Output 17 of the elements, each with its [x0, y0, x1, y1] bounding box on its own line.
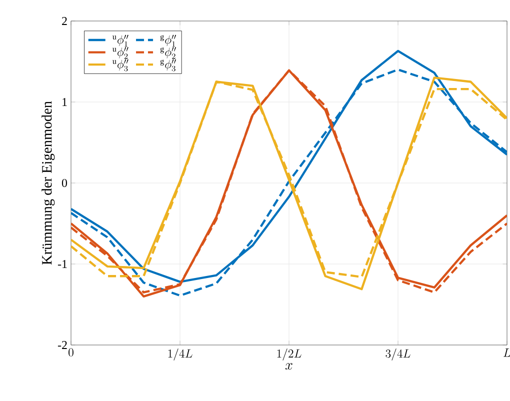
legend-label: ${}^{\mathrm{g}}\phi_1''$ [160, 34, 176, 47]
legend-label: ${}^{\mathrm{g}}\phi_3''$ [160, 59, 176, 72]
x-tick-label: $1/2L$ [277, 348, 302, 360]
x-tick-label: $0$ [68, 348, 74, 356]
y-tick-label: 2 [62, 17, 67, 25]
x-tick-label: $3/4L$ [386, 348, 410, 360]
y-tick-label: -1 [58, 260, 67, 268]
legend-label: ${}^{\mathrm{u}}\phi_3''$ [112, 59, 128, 72]
x-tick-label: $1/4L$ [168, 348, 192, 360]
legend-label: ${}^{\mathrm{u}}\phi_1''$ [112, 34, 128, 47]
legend-label: ${}^{\mathrm{u}}\phi_2''$ [112, 47, 128, 59]
x-axis-title: $x$ [285, 363, 292, 370]
y-axis-title: Krümmung der Eigenmoden [42, 101, 55, 265]
y-tick-label: 1 [62, 98, 67, 106]
legend-label: ${}^{\mathrm{g}}\phi_2''$ [160, 47, 176, 59]
y-tick-label: 0 [62, 178, 68, 188]
y-tick-label: -2 [58, 341, 67, 349]
